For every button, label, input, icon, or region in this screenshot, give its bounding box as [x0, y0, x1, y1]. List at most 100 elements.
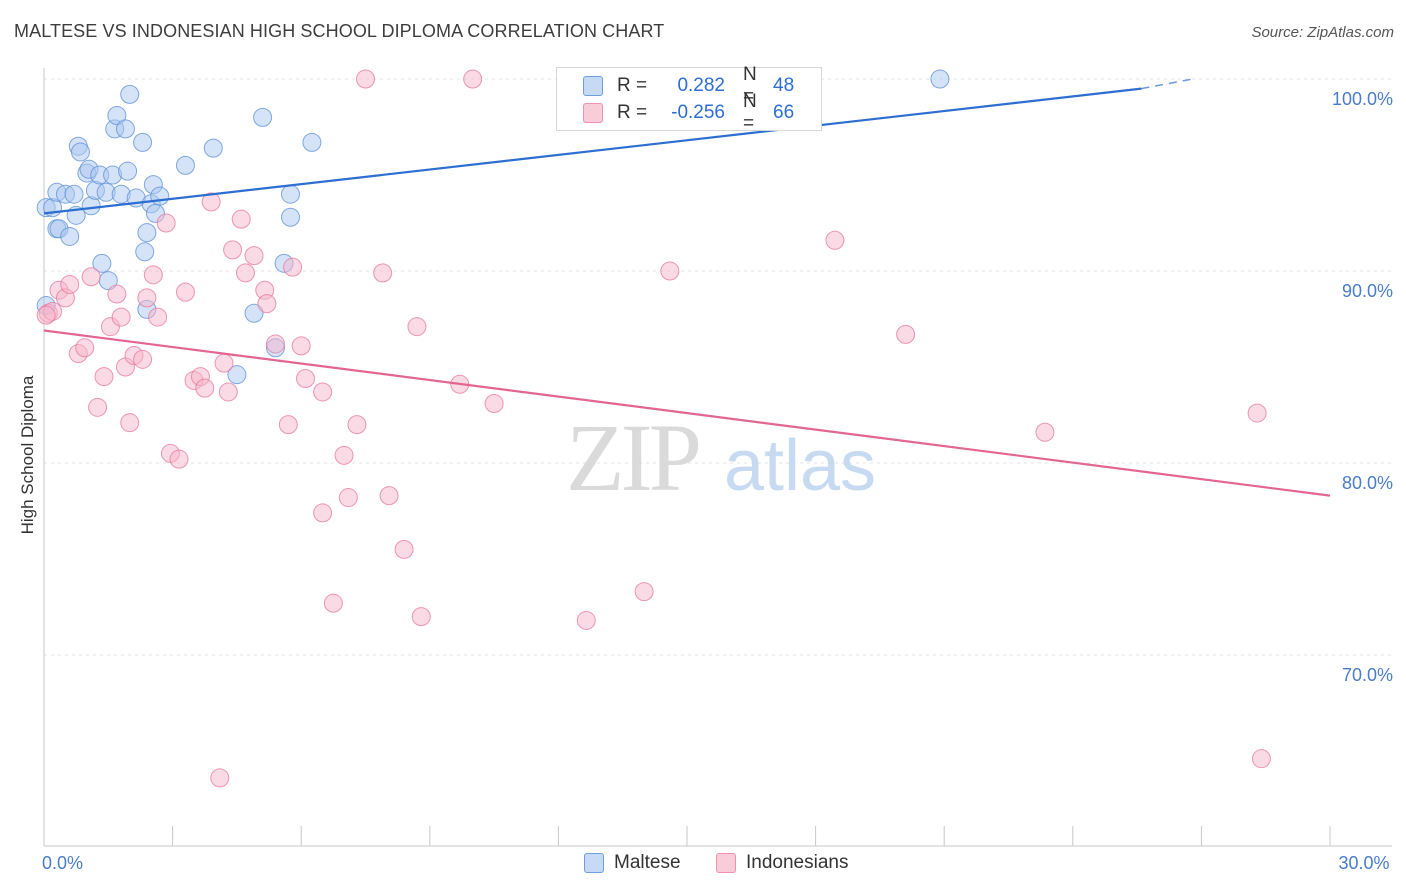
maltese-point — [115, 119, 135, 139]
indonesian-point — [660, 261, 680, 281]
indonesian-point — [1247, 403, 1267, 423]
legend-row-indonesians: R = -0.256 N = 66 — [583, 91, 795, 134]
maltese-point — [133, 132, 153, 152]
maltese-point — [70, 142, 90, 162]
maltese-trend-line-extension — [1141, 78, 1193, 90]
indonesian-point — [81, 267, 101, 287]
maltese-point — [227, 365, 247, 385]
indonesian-point — [210, 768, 230, 788]
indonesian-point — [1251, 749, 1271, 769]
indonesian-point — [169, 449, 189, 469]
chart-title: MALTESE VS INDONESIAN HIGH SCHOOL DIPLOM… — [14, 21, 665, 41]
maltese-point — [137, 223, 157, 243]
legend-r-value: 0.282 — [677, 75, 725, 96]
maltese-point — [118, 161, 138, 181]
indonesian-point — [175, 282, 195, 302]
indonesian-point — [283, 257, 303, 277]
maltese-point — [175, 155, 195, 175]
maltese-point — [150, 186, 170, 206]
indonesian-trend-line — [43, 329, 1331, 497]
x-tick-label: 30.0% — [1338, 853, 1389, 873]
axes — [43, 68, 1392, 847]
bottom-legend-label-maltese: Maltese — [614, 852, 681, 873]
indonesian-point — [825, 230, 845, 250]
indonesian-point — [60, 274, 80, 294]
maltese-trend-line — [43, 87, 1142, 215]
x-tick-label: 0.0% — [42, 853, 83, 873]
legend-r-value: -0.256 — [671, 102, 725, 123]
indonesian-point — [88, 397, 108, 417]
maltese-point — [60, 226, 80, 246]
maltese-point — [120, 84, 140, 104]
indonesian-point — [323, 593, 343, 613]
legend-n-value: 66 — [773, 102, 795, 123]
maltese-point — [302, 132, 322, 152]
legend-row-maltese: R = 0.282 N = 48 — [583, 64, 795, 107]
maltese-point — [64, 184, 84, 204]
maltese-point — [280, 184, 300, 204]
indonesian-point — [111, 307, 131, 327]
indonesian-point — [120, 413, 140, 433]
y-tick-label: 80.0% — [1342, 473, 1393, 493]
indonesian-point — [156, 213, 176, 233]
indonesian-point — [407, 317, 427, 337]
indonesian-point — [133, 349, 153, 369]
indonesian-point — [137, 288, 157, 308]
indonesian-point — [291, 336, 311, 356]
trend-lines — [43, 78, 1331, 497]
tick-labels: 100.0% 90.0% 80.0% 70.0% 0.0% 30.0% — [42, 89, 1393, 873]
maltese-point — [253, 107, 273, 127]
indonesian-point — [356, 69, 375, 89]
source-label: Source: ZipAtlas.com — [1251, 24, 1394, 41]
indonesian-point — [1035, 422, 1055, 442]
bottom-legend-swatch-maltese — [584, 853, 604, 873]
indonesian-point — [214, 353, 234, 373]
indonesian-point — [334, 445, 354, 465]
stats-legend: R = 0.282 N = 48 R = -0.256 N = 66 — [556, 64, 822, 134]
indonesian-point — [634, 582, 654, 602]
indonesian-point — [148, 307, 168, 327]
indonesian-point — [143, 265, 163, 285]
bottom-legend-indonesians: Indonesians — [716, 852, 848, 874]
maltese-point — [244, 303, 264, 323]
maltese-point — [930, 69, 950, 89]
indonesian-point — [235, 263, 255, 283]
indonesian-point — [394, 539, 414, 559]
maltese-point — [92, 253, 112, 273]
indonesian-point — [107, 284, 127, 304]
legend-swatch-maltese — [583, 76, 603, 96]
indonesian-point — [195, 378, 215, 398]
indonesian-point — [231, 209, 251, 229]
legend-swatch-indonesians — [583, 103, 603, 123]
indonesian-point — [313, 503, 333, 523]
indonesian-point — [223, 240, 243, 260]
maltese-point — [280, 207, 300, 227]
legend-n-value: 48 — [773, 75, 795, 96]
indonesian-point — [576, 610, 596, 630]
maltese-point — [107, 105, 127, 125]
indonesian-point — [218, 382, 238, 402]
indonesian-point — [338, 488, 358, 508]
y-tick-label: 70.0% — [1342, 665, 1393, 685]
watermark: ZIP atlas — [566, 404, 876, 511]
legend-n-label: N = — [743, 91, 757, 134]
bottom-legend-label-indonesians: Indonesians — [746, 852, 849, 873]
indonesian-point — [36, 305, 56, 325]
indonesian-point — [265, 334, 285, 354]
indonesian-point — [94, 367, 114, 387]
indonesian-point — [257, 294, 277, 314]
indonesian-point — [484, 393, 504, 413]
indonesian-point — [278, 415, 298, 435]
indonesian-point — [411, 607, 431, 627]
watermark-zip: ZIP — [566, 404, 699, 511]
indonesian-point — [373, 263, 393, 283]
y-tick-label: 90.0% — [1342, 281, 1393, 301]
indonesian-point — [75, 338, 95, 358]
indonesian-point — [313, 382, 333, 402]
indonesian-point — [379, 486, 399, 506]
indonesian-point — [201, 192, 221, 212]
legend-r-label: R = — [617, 102, 648, 123]
indonesian-point — [463, 69, 483, 89]
indonesian-point — [295, 369, 315, 389]
maltese-point — [203, 138, 223, 158]
